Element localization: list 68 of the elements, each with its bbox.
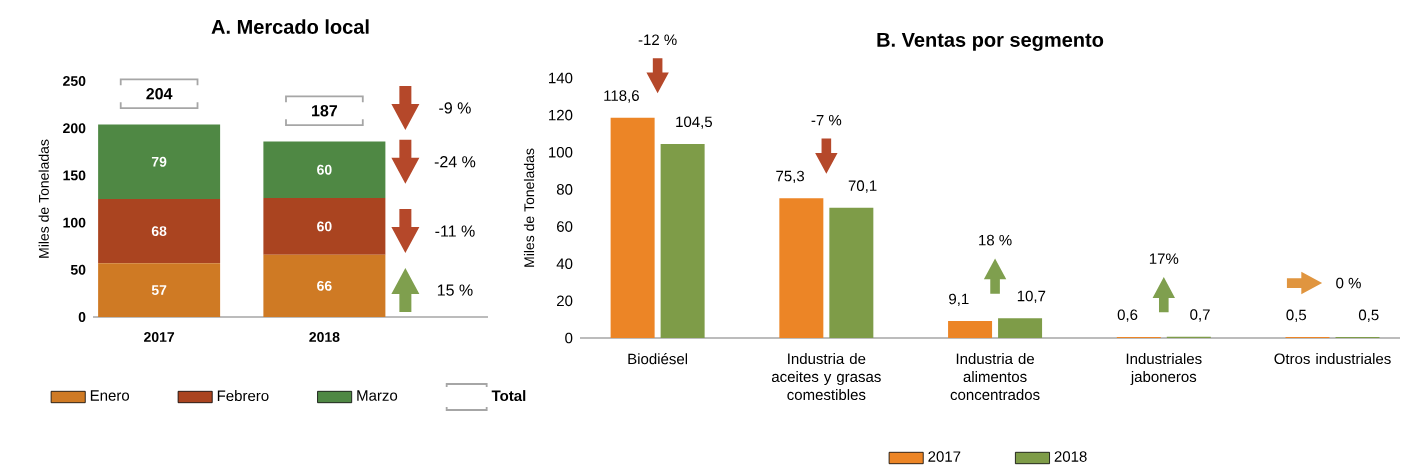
bar (610, 117, 655, 338)
legend-label: 2017 (928, 451, 961, 462)
text: Total (491, 390, 526, 402)
bar (98, 124, 221, 200)
y-tick-label: 140 (549, 72, 573, 84)
legend-label: Febrero (217, 390, 269, 402)
bar (263, 141, 386, 199)
annotation: -24 % (434, 156, 476, 168)
y-tick-label: 0 (565, 332, 573, 344)
y-tick-label: 120 (549, 109, 573, 121)
annotation: -9 % (439, 102, 471, 114)
y-tick-label: 100 (549, 146, 573, 158)
x-tick-label: Otros industriales (1274, 353, 1391, 365)
data-label: 70,1 (848, 180, 877, 193)
bar (998, 318, 1043, 338)
annotation: 18 % (979, 234, 1012, 246)
chart-title: B. Ventas por segmento (877, 32, 1104, 51)
y-tick-label: 80 (556, 184, 573, 195)
data-label: 0,5 (1286, 309, 1307, 322)
x-tick-label: Biodiésel (628, 353, 688, 365)
x-tick-label: Industria de aceites y grasas comestibles (771, 353, 881, 401)
bar (829, 207, 874, 338)
bar (948, 321, 993, 338)
data-label: 68 (151, 226, 167, 237)
y-tick-label: 50 (70, 264, 86, 275)
data-label: 60 (317, 164, 332, 175)
bar (779, 198, 824, 338)
bar (263, 198, 386, 255)
total-label: 204 (146, 88, 173, 100)
data-label: 9,1 (949, 293, 969, 307)
y-tick-label: 40 (556, 258, 573, 270)
bar (263, 254, 386, 317)
x-tick-label: Industria de alimentos concentrados (950, 353, 1040, 401)
text: -12 % (638, 34, 677, 46)
data-label: 0,7 (1190, 309, 1210, 322)
legend-label: Marzo (357, 390, 398, 401)
bar (98, 199, 221, 264)
annotation: 17% (1149, 253, 1179, 264)
annotation: -7 % (811, 114, 842, 126)
x-tick-label: Industriales jaboneros (1126, 353, 1202, 386)
y-tick-label: 200 (63, 123, 86, 134)
bar (98, 263, 221, 317)
y-tick-label: 250 (63, 76, 86, 86)
data-label: 66 (317, 280, 332, 291)
data-label: 118,6 (604, 90, 639, 103)
y-tick-label: 20 (557, 295, 573, 307)
annotation: -11 % (435, 225, 475, 237)
data-label: 10,7 (1017, 290, 1046, 304)
legend-label: 2018 (1054, 451, 1087, 462)
legend-label: Enero (90, 390, 130, 401)
bar (660, 143, 705, 338)
y-tick-label: 100 (63, 217, 86, 228)
data-label: 60 (317, 221, 332, 232)
y-axis-title: Miles de Toneladas (38, 139, 49, 258)
total-label: 187 (312, 105, 338, 117)
data-label: 104,5 (676, 116, 713, 129)
data-label: 79 (151, 156, 167, 167)
chart-title: A. Mercado local (211, 19, 369, 34)
annotation: 15 % (437, 284, 473, 296)
annotation: 0 % (1336, 277, 1361, 289)
y-tick-label: 60 (557, 221, 573, 232)
y-tick-label: 150 (63, 170, 86, 181)
data-label: 75,3 (776, 170, 805, 184)
data-label: 57 (151, 285, 167, 295)
y-axis-title: Miles de Toneladas (523, 148, 535, 267)
data-label: 0,6 (1117, 309, 1138, 322)
data-label: 0,5 (1358, 309, 1379, 322)
y-tick-label: 0 (78, 312, 86, 322)
